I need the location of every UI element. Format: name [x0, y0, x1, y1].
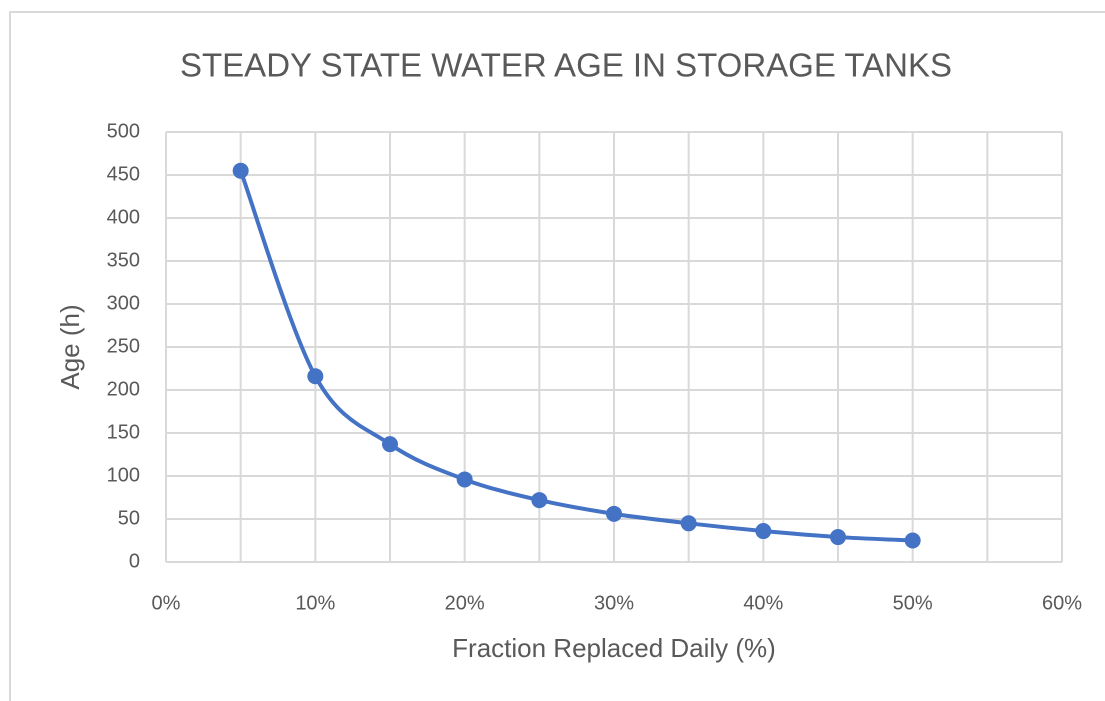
y-tick-label: 200	[107, 378, 140, 400]
chart-border	[9, 11, 1105, 701]
data-point	[830, 529, 846, 546]
x-tick-label: 40%	[743, 592, 783, 614]
x-tick-label: 50%	[893, 592, 933, 614]
y-tick-label: 100	[107, 464, 140, 486]
y-tick-label: 150	[107, 421, 140, 443]
y-tick-label: 50	[118, 507, 140, 529]
x-axis-label: Fraction Replaced Daily (%)	[452, 633, 776, 663]
data-point	[680, 515, 697, 532]
x-tick-label: 0%	[152, 592, 181, 614]
series-line	[238, 170, 913, 543]
y-tick-label: 350	[107, 249, 140, 271]
x-tick-label: 20%	[445, 592, 485, 614]
y-tick-label: 450	[107, 163, 140, 185]
x-tick-label: 30%	[594, 592, 634, 614]
data-point	[307, 368, 324, 385]
chart-title: STEADY STATE WATER AGE IN STORAGE TANKS	[180, 47, 952, 84]
y-tick-label: 0	[129, 550, 140, 572]
data-point	[232, 162, 249, 179]
y-tick-label: 300	[107, 292, 140, 314]
data-point	[755, 523, 772, 540]
x-tick-label: 60%	[1042, 592, 1082, 614]
data-point	[382, 436, 398, 453]
data-point	[606, 505, 622, 522]
y-tick-label: 500	[107, 120, 140, 142]
y-tick-label: 250	[107, 335, 140, 357]
data-point	[531, 492, 548, 509]
data-point	[456, 471, 473, 488]
x-tick-label: 10%	[295, 592, 335, 614]
data-point	[904, 532, 921, 549]
y-tick-label: 400	[107, 206, 140, 228]
y-axis-label: Age (h)	[55, 304, 85, 389]
